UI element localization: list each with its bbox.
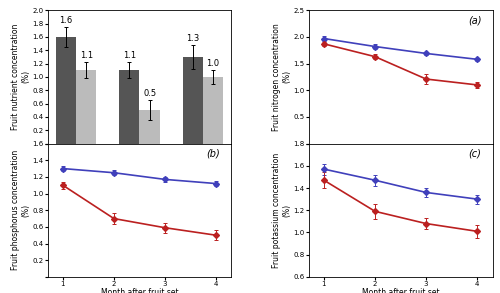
Text: 1.1: 1.1 [80,51,93,60]
Bar [140,110,160,144]
Legend: Retained fruits, Dropped fruits: Retained fruits, Dropped fruits [331,200,470,209]
X-axis label: Month after fruit set: Month after fruit set [362,155,440,164]
Text: (a): (a) [468,16,481,25]
Text: 1.3: 1.3 [186,34,200,43]
X-axis label: Month after fruit set: Month after fruit set [100,288,178,293]
Text: 1.6: 1.6 [60,16,72,25]
Y-axis label: Fruit potassium concentration
(%): Fruit potassium concentration (%) [272,153,292,268]
Text: (b): (b) [206,149,220,159]
Legend: Retained fruits, Dropped fruits: Retained fruits, Dropped fruits [73,200,206,209]
Y-axis label: Fruit nitrogen concentration
(%): Fruit nitrogen concentration (%) [272,23,292,131]
Bar [182,57,203,144]
Y-axis label: Fruit phosphorus concentration
(%): Fruit phosphorus concentration (%) [12,150,30,270]
Bar [119,70,140,144]
Bar [203,77,223,144]
Text: (c): (c) [468,149,481,159]
Y-axis label: Fruit nutrient concentration
(%): Fruit nutrient concentration (%) [12,24,30,130]
Bar [56,37,76,144]
Text: 1.0: 1.0 [206,59,220,68]
X-axis label: Month after fruit set: Month after fruit set [362,288,440,293]
Text: 1.1: 1.1 [122,51,136,60]
Text: 0.5: 0.5 [143,89,156,98]
Bar [76,70,96,144]
